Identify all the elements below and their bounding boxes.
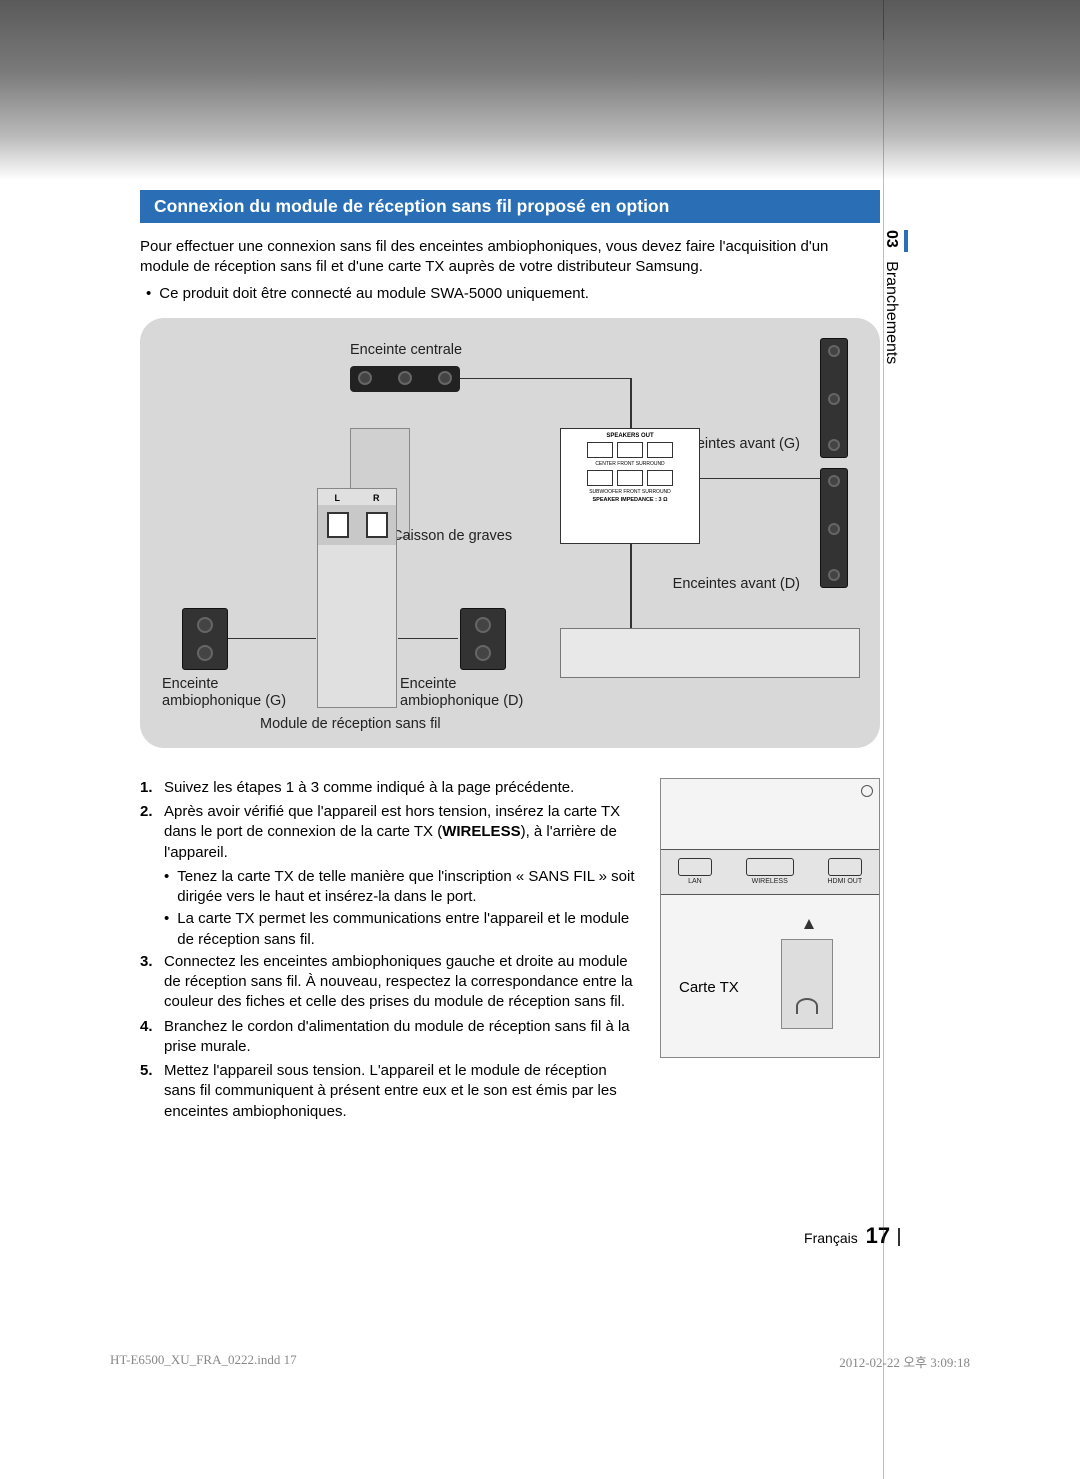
panel-title: SPEAKERS OUT <box>561 433 699 439</box>
label-sub: Caisson de graves <box>392 528 512 545</box>
section-marker <box>904 230 908 252</box>
title-bar: Connexion du module de réception sans fi… <box>140 190 880 223</box>
port-row: LAN WIRELESS HDMI OUT <box>661 849 879 895</box>
step-1: 1.Suivez les étapes 1 à 3 comme indiqué … <box>140 778 640 798</box>
footer-lang: Français <box>804 1230 858 1246</box>
footer-page-number: 17 <box>866 1223 890 1248</box>
label-center: Enceinte centrale <box>350 342 462 358</box>
arrow-up-icon <box>804 919 814 929</box>
section-name: Branchements <box>883 261 900 364</box>
label-sur-r: Enceinte ambiophonique (D) <box>400 676 523 711</box>
speaker-out-panel: SPEAKERS OUT CENTER FRONT SURROUND SUBWO… <box>560 428 700 544</box>
step-4: 4.Branchez le cordon d'alimentation du m… <box>140 1017 640 1058</box>
print-timestamp: 2012-02-22 오후 3:09:18 <box>839 1352 970 1371</box>
front-right-speaker-icon <box>820 468 848 588</box>
port-hdmi: HDMI OUT <box>827 858 862 885</box>
surround-left-icon <box>182 608 228 670</box>
center-speaker-icon <box>350 366 460 392</box>
print-file: HT-E6500_XU_FRA_0222.indd 17 <box>110 1352 297 1371</box>
port-lan: LAN <box>678 858 712 885</box>
surround-right-icon <box>460 608 506 670</box>
header-gradient <box>0 0 1080 180</box>
steps-region: 1.Suivez les étapes 1 à 3 comme indiqué … <box>140 778 880 1126</box>
tx-card-icon <box>781 939 833 1029</box>
section-tab: 03 Branchements <box>882 230 900 364</box>
intro-bullet: • Ce produit doit être connecté au modul… <box>146 284 880 304</box>
crop-guide <box>883 0 884 1479</box>
page: 03 Branchements Connexion du module de r… <box>0 0 1080 1479</box>
panel-row2: SUBWOOFER FRONT SURROUND <box>561 489 699 495</box>
tx-card-diagram: LAN WIRELESS HDMI OUT Carte TX <box>660 778 880 1058</box>
step-5: 5.Mettez l'appareil sous tension. L'appa… <box>140 1061 640 1122</box>
footer-bar <box>898 1228 900 1246</box>
connection-diagram: Enceinte centrale Enceintes avant (G) En… <box>140 318 880 748</box>
label-front-r: Enceintes avant (D) <box>673 576 800 592</box>
panel-imp: SPEAKER IMPEDANCE : 3 Ω <box>561 497 699 503</box>
step-2-bullet-2: •La carte TX permet les communications e… <box>164 909 640 950</box>
page-footer: Français 17 <box>804 1223 900 1249</box>
panel-row1: CENTER FRONT SURROUND <box>561 461 699 467</box>
amplifier-icon <box>560 628 860 678</box>
intro-bullet-text: Ce produit doit être connecté au module … <box>159 284 589 304</box>
port-wireless: WIRELESS <box>746 858 794 885</box>
label-sur-l: Enceinte ambiophonique (G) <box>162 676 286 711</box>
content: Connexion du module de réception sans fi… <box>140 190 880 1126</box>
intro-text: Pour effectuer une connexion sans fil de… <box>140 237 880 278</box>
print-footer: HT-E6500_XU_FRA_0222.indd 17 2012-02-22 … <box>0 1352 1080 1371</box>
step-2-bullet-1: •Tenez la carte TX de telle manière que … <box>164 867 640 908</box>
screw-icon <box>861 785 873 797</box>
step-3: 3.Connectez les enceintes ambiophoniques… <box>140 952 640 1013</box>
front-left-speaker-icon <box>820 338 848 458</box>
label-wrm: Module de réception sans fil <box>260 716 441 732</box>
section-number: 03 <box>883 230 900 248</box>
wireless-receiver-icon: LR <box>317 488 397 708</box>
bullet-dot: • <box>146 284 151 304</box>
steps-list: 1.Suivez les étapes 1 à 3 comme indiqué … <box>140 778 640 1126</box>
tx-card-label: Carte TX <box>679 979 739 996</box>
step-2: 2. Après avoir vérifié que l'appareil es… <box>140 802 640 863</box>
